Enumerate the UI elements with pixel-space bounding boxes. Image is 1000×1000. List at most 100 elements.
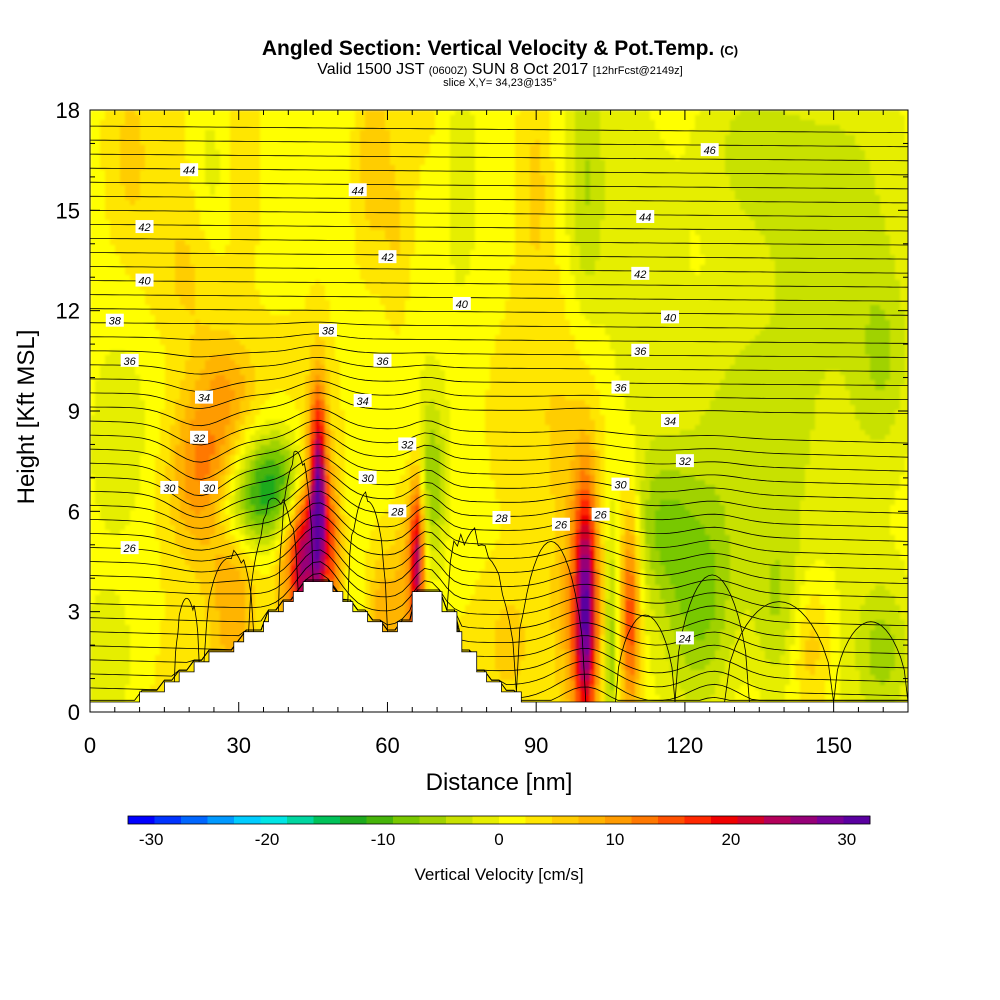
velocity-cell: [400, 235, 406, 241]
velocity-cell: [320, 110, 326, 116]
velocity-cell: [520, 170, 526, 176]
velocity-cell: [820, 205, 826, 211]
velocity-cell: [890, 205, 896, 211]
velocity-cell: [830, 115, 836, 121]
velocity-cell: [280, 255, 286, 261]
velocity-cell: [140, 115, 146, 121]
velocity-cell: [440, 250, 446, 256]
velocity-cell: [430, 115, 436, 121]
velocity-cell: [115, 120, 121, 126]
velocity-cell: [525, 210, 531, 216]
velocity-cell: [385, 245, 391, 251]
velocity-cell: [535, 210, 541, 216]
velocity-cell: [265, 110, 271, 116]
velocity-cell: [140, 110, 146, 116]
velocity-cell: [490, 160, 496, 166]
velocity-cell: [195, 205, 201, 211]
velocity-cell: [805, 235, 811, 241]
velocity-cell: [750, 195, 756, 201]
velocity-cell: [280, 135, 286, 141]
velocity-cell: [380, 200, 386, 206]
velocity-cell: [380, 230, 386, 236]
velocity-cell: [730, 140, 736, 146]
velocity-cell: [615, 115, 621, 121]
velocity-cell: [690, 180, 696, 186]
velocity-cell: [510, 215, 516, 221]
velocity-cell: [235, 115, 241, 121]
velocity-cell: [530, 170, 536, 176]
velocity-cell: [550, 145, 556, 151]
velocity-cell: [120, 135, 126, 141]
velocity-cell: [675, 185, 681, 191]
velocity-cell: [570, 250, 576, 256]
velocity-cell: [640, 185, 646, 191]
velocity-cell: [475, 140, 481, 146]
velocity-cell: [835, 245, 841, 251]
velocity-cell: [695, 120, 701, 126]
velocity-cell: [835, 195, 841, 201]
velocity-cell: [630, 255, 636, 261]
velocity-cell: [770, 205, 776, 211]
velocity-cell: [840, 175, 846, 181]
velocity-cell: [125, 190, 131, 196]
velocity-cell: [255, 160, 261, 166]
velocity-cell: [880, 115, 886, 121]
velocity-cell: [215, 205, 221, 211]
velocity-cell: [500, 120, 506, 126]
velocity-cell: [335, 245, 341, 251]
velocity-cell: [155, 110, 161, 116]
velocity-cell: [155, 225, 161, 231]
velocity-cell: [610, 175, 616, 181]
velocity-cell: [530, 180, 536, 186]
velocity-cell: [210, 205, 216, 211]
velocity-cell: [845, 125, 851, 131]
velocity-cell: [845, 220, 851, 226]
velocity-cell: [435, 125, 441, 131]
velocity-cell: [580, 195, 586, 201]
velocity-cell: [250, 250, 256, 256]
velocity-cell: [290, 160, 296, 166]
velocity-cell: [470, 215, 476, 221]
velocity-cell: [790, 180, 796, 186]
velocity-cell: [695, 150, 701, 156]
velocity-cell: [445, 115, 451, 121]
velocity-cell: [500, 240, 506, 246]
velocity-cell: [240, 185, 246, 191]
velocity-cell: [560, 150, 566, 156]
velocity-cell: [380, 160, 386, 166]
velocity-cell: [385, 120, 391, 126]
velocity-cell: [530, 140, 536, 146]
velocity-cell: [845, 115, 851, 121]
velocity-cell: [725, 170, 731, 176]
velocity-cell: [215, 110, 221, 116]
velocity-cell: [500, 160, 506, 166]
velocity-cell: [645, 135, 651, 141]
velocity-cell: [830, 245, 836, 251]
velocity-cell: [335, 215, 341, 221]
velocity-cell: [120, 185, 126, 191]
velocity-cell: [800, 120, 806, 126]
velocity-cell: [900, 210, 906, 216]
velocity-cell: [895, 165, 901, 171]
velocity-cell: [480, 245, 486, 251]
velocity-cell: [270, 130, 276, 136]
velocity-cell: [870, 215, 876, 221]
velocity-cell: [230, 155, 236, 161]
velocity-cell: [405, 130, 411, 136]
velocity-cell: [570, 115, 576, 121]
velocity-cell: [255, 130, 261, 136]
velocity-cell: [625, 255, 631, 261]
velocity-cell: [460, 235, 466, 241]
velocity-cell: [405, 125, 411, 131]
velocity-cell: [745, 125, 751, 131]
velocity-cell: [700, 110, 706, 116]
velocity-cell: [400, 175, 406, 181]
velocity-cell: [760, 240, 766, 246]
velocity-cell: [785, 160, 791, 166]
velocity-cell: [170, 130, 176, 136]
velocity-cell: [465, 235, 471, 241]
velocity-cell: [340, 140, 346, 146]
velocity-cell: [540, 210, 546, 216]
velocity-cell: [595, 195, 601, 201]
velocity-cell: [355, 230, 361, 236]
